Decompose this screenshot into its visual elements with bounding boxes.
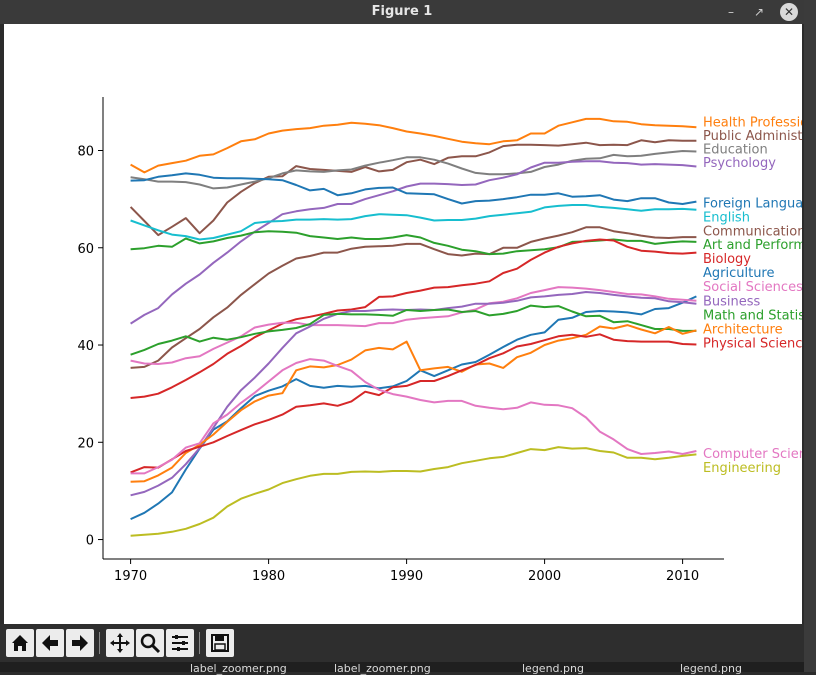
close-icon[interactable]: ✕ (780, 3, 798, 21)
series-label: Architecture (703, 322, 783, 337)
series-label: Psychology (703, 156, 776, 171)
x-tick-label: 1970 (114, 569, 147, 584)
zoom-icon[interactable] (136, 629, 164, 657)
series-line (130, 204, 697, 241)
y-tick-label: 20 (77, 436, 94, 451)
series-label: Math and Statistics (703, 308, 802, 323)
back-icon[interactable] (36, 629, 64, 657)
series-label: Communications (703, 224, 802, 239)
series-label: Agriculture (703, 266, 775, 281)
figure-canvas[interactable]: 1970 1980 1990 2000 2010 0 20 40 60 80 Health Prof… (4, 24, 802, 624)
series-label: Foreign Languages (703, 197, 802, 212)
minimize-icon[interactable]: – (728, 5, 734, 19)
background-filename: label_zoomer.png (334, 662, 431, 675)
series-line (130, 295, 697, 521)
y-tick-label: 80 (77, 144, 94, 159)
series-line (130, 238, 697, 399)
y-tick-label: 0 (86, 534, 94, 549)
background-filename: legend.png (680, 662, 742, 675)
series-label: Health Professions (703, 115, 802, 130)
series-label: Education (703, 143, 768, 158)
background-window-edge (804, 0, 816, 672)
series-label: Physical Sciences (703, 337, 802, 352)
series-line (130, 286, 697, 365)
series-label: Business (703, 294, 761, 309)
series-line (130, 150, 697, 190)
configure-subplots-icon[interactable] (166, 629, 194, 657)
series-label: Public Administration (703, 129, 802, 144)
toolbar-separator (99, 632, 100, 654)
toolbar-separator (199, 632, 200, 654)
background-filename: legend.png (522, 662, 584, 675)
x-tick-label: 1990 (390, 569, 423, 584)
series-line (130, 304, 697, 356)
series-line (130, 117, 697, 174)
series-label: English (703, 211, 750, 226)
series-line (130, 160, 697, 325)
window-title: Figure 1 (371, 4, 433, 19)
series-line (130, 333, 697, 474)
forward-icon[interactable] (66, 629, 94, 657)
y-tick-label: 40 (77, 339, 94, 354)
series-line (130, 230, 697, 256)
pan-icon[interactable] (106, 629, 134, 657)
maximize-icon[interactable]: ↗ (753, 5, 765, 19)
window-titlebar[interactable]: Figure 1 – ↗ ✕ (0, 0, 804, 24)
y-tick-label: 60 (77, 242, 94, 257)
series-line (130, 324, 697, 483)
series-label: Computer Science (703, 447, 802, 462)
series-label: Biology (703, 252, 751, 267)
series-label: Social Sciences and History (703, 280, 802, 295)
x-tick-label: 1980 (252, 569, 285, 584)
series-line (130, 358, 697, 475)
series-label: Art and Performance (703, 238, 802, 253)
series-line (130, 291, 697, 497)
series-line (130, 172, 697, 205)
series-line (130, 446, 697, 537)
background-file-strip: label_zoomer.png label_zoomer.png legend… (0, 662, 804, 675)
save-icon[interactable] (206, 629, 234, 657)
x-tick-label: 2000 (528, 569, 561, 584)
x-tick-label: 2010 (666, 569, 699, 584)
series-line (130, 226, 697, 369)
series-line (129, 139, 697, 237)
line-chart: 1970 1980 1990 2000 2010 0 20 40 60 80 Health Prof… (77, 97, 802, 584)
background-filename: label_zoomer.png (190, 662, 287, 675)
home-icon[interactable] (6, 629, 34, 657)
series-label: Engineering (703, 461, 781, 476)
navigation-toolbar (0, 624, 804, 662)
